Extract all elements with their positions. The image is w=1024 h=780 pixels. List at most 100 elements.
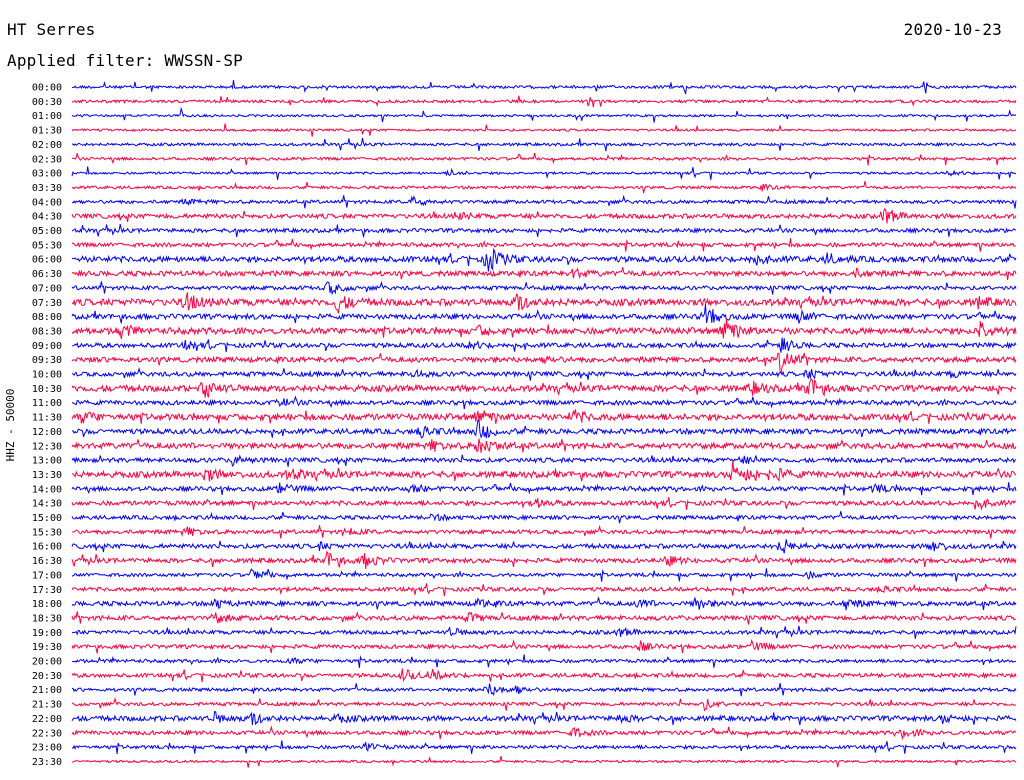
trace-0000 [72,80,1017,95]
trace-0600 [71,247,1017,272]
time-label-0200: 02:00 [32,140,62,151]
trace-0900 [71,337,1017,353]
trace-2330 [71,755,1017,768]
trace-1700 [71,568,1017,582]
time-label-0030: 00:30 [32,97,62,108]
time-label-1600: 16:00 [32,542,62,553]
trace-0530 [71,238,1017,252]
trace-2030 [71,668,1017,683]
trace-1300 [71,454,1017,468]
trace-1600 [71,539,1017,554]
time-label-1200: 12:00 [32,427,62,438]
time-label-0700: 07:00 [32,283,62,294]
trace-1930 [71,638,1017,654]
time-label-0130: 01:30 [32,126,62,137]
trace-1630 [71,550,1017,570]
time-label-1800: 18:00 [32,599,62,610]
time-label-0400: 04:00 [32,197,62,208]
trace-1400 [71,482,1017,496]
trace-2200 [71,710,1017,726]
trace-0330 [71,180,1017,194]
station-name: HT Serres [7,20,96,39]
time-label-0230: 02:30 [32,154,62,165]
trace-1530 [71,524,1017,539]
trace-0400 [71,194,1017,209]
time-label-1000: 10:00 [32,370,62,381]
time-label-0100: 01:00 [32,111,62,122]
time-label-2030: 20:30 [32,671,62,682]
trace-1000 [71,367,1017,381]
trace-1200 [72,419,1017,439]
trace-0130 [71,123,1017,137]
channel-label: HHZ - 50000 [4,389,17,462]
trace-1100 [71,395,1017,410]
time-label-2200: 22:00 [32,714,62,725]
trace-2230 [71,725,1017,741]
filter-label: Applied filter: WWSSN-SP [7,51,243,70]
time-label-0730: 07:30 [32,298,62,309]
trace-1730 [71,583,1017,597]
trace-1500 [71,511,1017,524]
trace-0100 [71,106,1017,123]
time-label-group: 00:00 00:30 01:00 01:30 02:00 02:30 03:00 03:30… [32,83,62,768]
trace-1900 [71,625,1017,639]
time-label-1030: 10:30 [32,384,62,395]
trace-group [71,80,1017,768]
trace-0030 [71,95,1017,108]
trace-2100 [71,683,1017,697]
time-label-0500: 05:00 [32,226,62,237]
trace-0700 [71,280,1017,296]
time-label-1400: 14:00 [32,484,62,495]
time-label-2300: 23:00 [32,743,62,754]
trace-0500 [71,223,1017,238]
time-label-1830: 18:30 [32,613,62,624]
time-label-1230: 12:30 [32,441,62,452]
time-label-1300: 13:00 [32,456,62,467]
trace-1800 [71,597,1017,611]
time-label-1630: 16:30 [32,556,62,567]
trace-0730 [71,292,1017,314]
time-label-2130: 21:30 [32,700,62,711]
time-label-0930: 09:30 [32,355,62,366]
trace-1330 [72,460,1017,483]
trace-0930 [71,352,1017,375]
time-label-0530: 05:30 [32,240,62,251]
time-label-2330: 23:30 [32,757,62,768]
trace-2300 [71,740,1017,754]
trace-1830 [71,610,1017,625]
time-label-0000: 00:00 [32,83,62,94]
trace-2000 [72,654,1017,668]
trace-0800 [71,304,1017,324]
trace-0300 [71,166,1017,180]
trace-0630 [71,267,1017,281]
time-label-1700: 17:00 [32,570,62,581]
time-label-1930: 19:30 [32,642,62,653]
time-label-0800: 08:00 [32,312,62,323]
trace-1430 [71,497,1017,511]
trace-2130 [71,696,1017,712]
trace-0830 [71,318,1017,340]
time-label-0900: 09:00 [32,341,62,352]
time-label-1130: 11:30 [32,413,62,424]
time-label-1730: 17:30 [32,585,62,596]
time-label-1430: 14:30 [32,499,62,510]
time-label-0430: 04:30 [32,212,62,223]
time-label-2100: 21:00 [32,685,62,696]
trace-0430 [71,207,1017,224]
time-label-0330: 03:30 [32,183,62,194]
time-label-1330: 13:30 [32,470,62,481]
time-label-1530: 15:30 [32,527,62,538]
time-label-0300: 03:00 [32,169,62,180]
time-label-2000: 20:00 [32,657,62,668]
time-label-0830: 08:30 [32,326,62,337]
time-label-1100: 11:00 [32,398,62,409]
time-label-0600: 06:00 [32,255,62,266]
time-label-1900: 19:00 [32,628,62,639]
time-label-1500: 15:00 [32,513,62,524]
trace-1130 [71,409,1017,424]
time-label-0630: 06:30 [32,269,62,280]
time-label-2230: 22:30 [32,728,62,739]
trace-0230 [71,152,1017,166]
record-date: 2020-10-23 [903,20,1002,39]
